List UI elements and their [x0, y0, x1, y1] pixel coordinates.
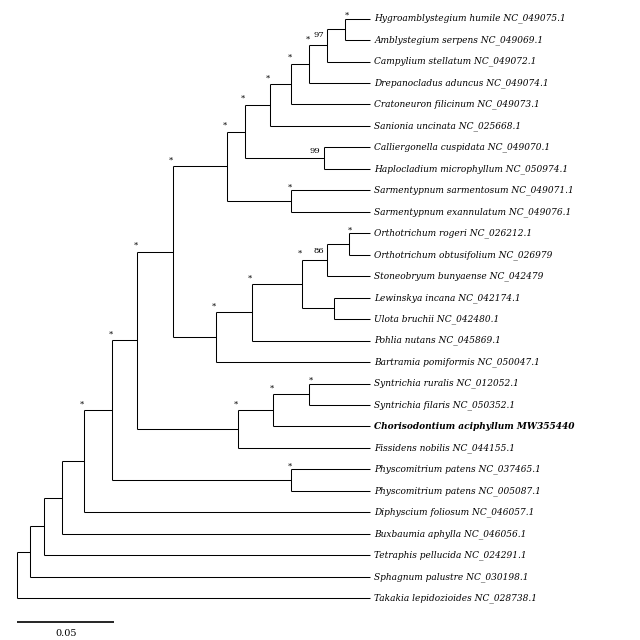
Text: *: * [269, 384, 274, 392]
Text: Sanionia uncinata NC_025668.1: Sanionia uncinata NC_025668.1 [374, 121, 522, 131]
Text: *: * [223, 122, 227, 129]
Text: Orthotrichum obtusifolium NC_026979: Orthotrichum obtusifolium NC_026979 [374, 250, 553, 260]
Text: *: * [241, 95, 245, 103]
Text: Orthotrichum rogeri NC_026212.1: Orthotrichum rogeri NC_026212.1 [374, 228, 532, 238]
Text: Sarmentypnum sarmentosum NC_049071.1: Sarmentypnum sarmentosum NC_049071.1 [374, 186, 574, 195]
Text: 99: 99 [310, 147, 321, 155]
Text: Bartramia pomiformis NC_050047.1: Bartramia pomiformis NC_050047.1 [374, 357, 540, 367]
Text: *: * [134, 242, 138, 250]
Text: *: * [305, 35, 310, 44]
Text: 0.05: 0.05 [55, 629, 77, 638]
Text: *: * [80, 400, 84, 408]
Text: *: * [287, 463, 292, 470]
Text: 97: 97 [314, 31, 324, 40]
Text: Lewinskya incana NC_042174.1: Lewinskya incana NC_042174.1 [374, 293, 521, 303]
Text: *: * [248, 274, 252, 282]
Text: Hygroamblystegium humile NC_049075.1: Hygroamblystegium humile NC_049075.1 [374, 13, 566, 24]
Text: Tetraphis pellucida NC_024291.1: Tetraphis pellucida NC_024291.1 [374, 550, 527, 560]
Text: Stoneobryum bunyaense NC_042479: Stoneobryum bunyaense NC_042479 [374, 271, 544, 281]
Text: Syntrichia filaris NC_050352.1: Syntrichia filaris NC_050352.1 [374, 400, 516, 410]
Text: Pohlia nutans NC_045869.1: Pohlia nutans NC_045869.1 [374, 336, 501, 346]
Text: Amblystegium serpens NC_049069.1: Amblystegium serpens NC_049069.1 [374, 35, 543, 45]
Text: Chorisodontium aciphyllum MW355440: Chorisodontium aciphyllum MW355440 [374, 422, 575, 431]
Text: *: * [345, 12, 349, 20]
Text: Sarmentypnum exannulatum NC_049076.1: Sarmentypnum exannulatum NC_049076.1 [374, 207, 572, 216]
Text: Campylium stellatum NC_049072.1: Campylium stellatum NC_049072.1 [374, 57, 537, 67]
Text: 86: 86 [314, 247, 324, 255]
Text: *: * [287, 184, 292, 191]
Text: *: * [266, 74, 270, 82]
Text: Haplocladium microphyllum NC_050974.1: Haplocladium microphyllum NC_050974.1 [374, 164, 568, 173]
Text: *: * [234, 400, 238, 408]
Text: Fissidens nobilis NC_044155.1: Fissidens nobilis NC_044155.1 [374, 443, 515, 453]
Text: *: * [298, 250, 303, 258]
Text: Calliergonella cuspidata NC_049070.1: Calliergonella cuspidata NC_049070.1 [374, 143, 550, 152]
Text: Ulota bruchii NC_042480.1: Ulota bruchii NC_042480.1 [374, 314, 500, 324]
Text: Takakia lepidozioides NC_028738.1: Takakia lepidozioides NC_028738.1 [374, 593, 538, 603]
Text: Diphyscium foliosum NC_046057.1: Diphyscium foliosum NC_046057.1 [374, 508, 535, 517]
Text: Buxbaumia aphylla NC_046056.1: Buxbaumia aphylla NC_046056.1 [374, 529, 527, 539]
Text: *: * [212, 302, 216, 310]
Text: Sphagnum palustre NC_030198.1: Sphagnum palustre NC_030198.1 [374, 572, 529, 582]
Text: *: * [348, 227, 353, 234]
Text: Syntrichia ruralis NC_012052.1: Syntrichia ruralis NC_012052.1 [374, 379, 519, 388]
Text: *: * [170, 156, 173, 164]
Text: *: * [108, 330, 113, 339]
Text: *: * [287, 54, 292, 62]
Text: Physcomitrium patens NC_037465.1: Physcomitrium patens NC_037465.1 [374, 465, 541, 474]
Text: Physcomitrium patens NC_005087.1: Physcomitrium patens NC_005087.1 [374, 486, 541, 496]
Text: Drepanocladus aduncus NC_049074.1: Drepanocladus aduncus NC_049074.1 [374, 78, 549, 88]
Text: Cratoneuron filicinum NC_049073.1: Cratoneuron filicinum NC_049073.1 [374, 100, 540, 109]
Text: *: * [309, 376, 313, 385]
